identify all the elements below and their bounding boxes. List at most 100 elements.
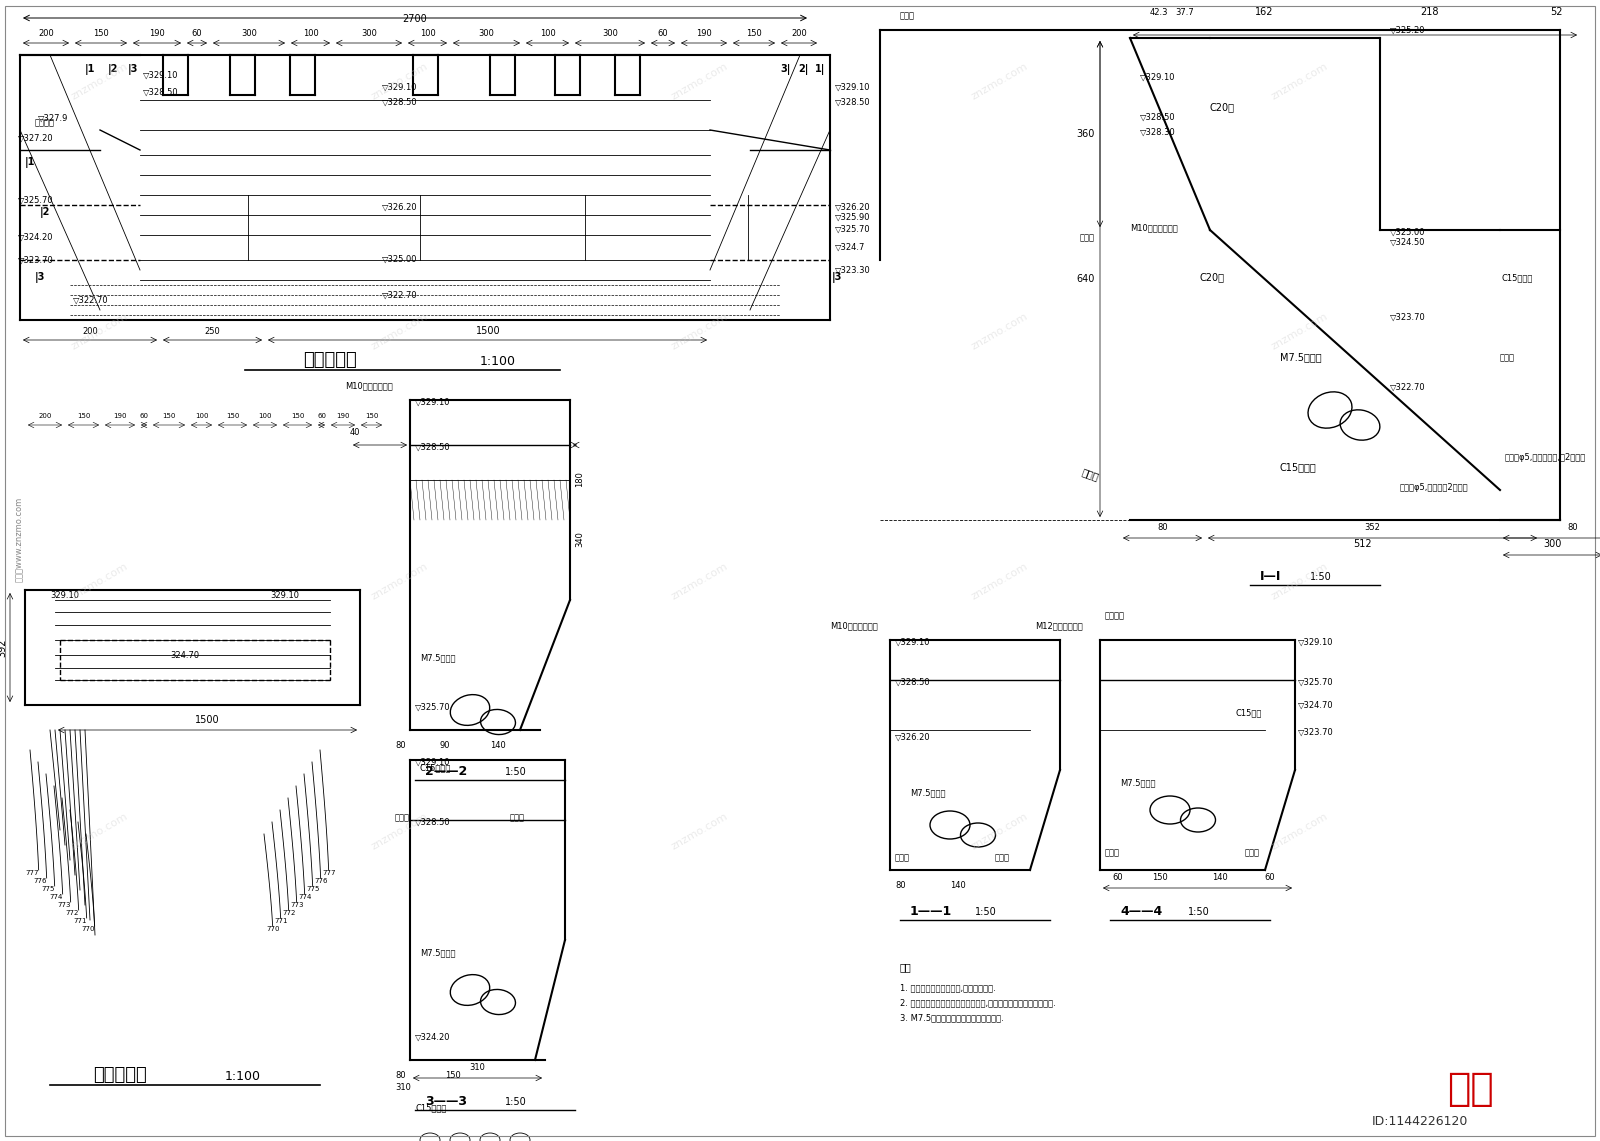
- Text: 218: 218: [1421, 7, 1438, 17]
- Text: 772: 772: [66, 911, 78, 916]
- Text: 200: 200: [38, 29, 54, 38]
- Text: 772: 772: [282, 911, 296, 916]
- Text: 100: 100: [419, 29, 435, 38]
- Text: ▽325.90: ▽325.90: [835, 213, 870, 222]
- Text: 100: 100: [302, 29, 318, 38]
- Text: 开挖线: 开挖线: [1080, 467, 1099, 482]
- Text: 180: 180: [574, 471, 584, 487]
- Text: |1: |1: [85, 64, 96, 75]
- Text: 60: 60: [317, 413, 326, 419]
- Text: 3. M7.5浆砌石外观面须用砂浆勾缝处理.: 3. M7.5浆砌石外观面须用砂浆勾缝处理.: [899, 1013, 1003, 1022]
- Text: znzmo.com: znzmo.com: [70, 561, 130, 602]
- Text: 150: 150: [445, 1071, 461, 1081]
- Text: 1500: 1500: [195, 715, 219, 725]
- Text: I—I: I—I: [1261, 570, 1282, 583]
- Text: 开挖线: 开挖线: [894, 853, 910, 861]
- Text: C15砼垫: C15砼垫: [1235, 709, 1261, 717]
- Text: 1:50: 1:50: [1187, 907, 1210, 917]
- Text: 777: 777: [26, 869, 38, 876]
- Text: ▽325.20: ▽325.20: [1390, 26, 1426, 35]
- Text: ▽325.70: ▽325.70: [1298, 678, 1334, 687]
- Text: znzmo.com: znzmo.com: [1270, 62, 1330, 102]
- Text: 329.10: 329.10: [50, 591, 78, 600]
- Text: M7.5浆砌石: M7.5浆砌石: [419, 653, 456, 662]
- Text: ▽329.10: ▽329.10: [382, 83, 418, 92]
- Text: 开挖线: 开挖线: [995, 853, 1010, 861]
- Text: znzmo.com: znzmo.com: [1270, 811, 1330, 852]
- Text: 80: 80: [395, 1071, 406, 1081]
- Text: 注：: 注：: [899, 962, 912, 972]
- Text: M10水泥砂浆抹面: M10水泥砂浆抹面: [1130, 222, 1178, 232]
- Text: 329.10: 329.10: [270, 591, 299, 600]
- Text: znzmo.com: znzmo.com: [670, 311, 730, 353]
- Text: ▽329.10: ▽329.10: [142, 71, 179, 80]
- Text: 190: 190: [149, 29, 165, 38]
- Text: znzmo.com: znzmo.com: [1270, 311, 1330, 353]
- Text: 360: 360: [1077, 129, 1094, 139]
- Text: 150: 150: [162, 413, 176, 419]
- Text: ▽327.9: ▽327.9: [38, 113, 69, 122]
- Text: 773: 773: [58, 903, 70, 908]
- Text: ▽324.70: ▽324.70: [1298, 701, 1334, 710]
- Text: znzmo.com: znzmo.com: [70, 811, 130, 852]
- Text: 352: 352: [1365, 523, 1381, 532]
- Text: 开挖线: 开挖线: [395, 814, 410, 822]
- Text: ▽329.10: ▽329.10: [414, 398, 451, 407]
- Text: 1|: 1|: [814, 64, 826, 75]
- Text: 200: 200: [38, 413, 51, 419]
- Text: ID:1144226120: ID:1144226120: [1371, 1115, 1469, 1128]
- Text: ▽324.7: ▽324.7: [835, 243, 866, 252]
- Text: 52: 52: [1550, 7, 1563, 17]
- Text: ▽329.10: ▽329.10: [1139, 73, 1176, 82]
- Text: 原地面线: 原地面线: [1106, 610, 1125, 620]
- Text: 100: 100: [195, 413, 208, 419]
- Text: 300: 300: [242, 29, 258, 38]
- Text: 知末: 知末: [1446, 1070, 1493, 1108]
- Text: znzmo.com: znzmo.com: [970, 62, 1030, 102]
- Text: ▽322.70: ▽322.70: [1390, 383, 1426, 393]
- Text: |2: |2: [40, 207, 50, 218]
- Text: ▽328.50: ▽328.50: [382, 98, 418, 107]
- Text: znzmo.com: znzmo.com: [70, 62, 130, 102]
- Text: 开挖线: 开挖线: [510, 814, 525, 822]
- Text: ▽323.70: ▽323.70: [1298, 728, 1334, 737]
- Text: znzmo.com: znzmo.com: [670, 62, 730, 102]
- Text: 770: 770: [82, 926, 94, 932]
- Text: M10水泥砂浆抹面: M10水泥砂浆抹面: [346, 381, 392, 390]
- Text: 100: 100: [258, 413, 272, 419]
- Text: 60: 60: [658, 29, 669, 38]
- Text: ▽324.20: ▽324.20: [18, 233, 53, 242]
- Text: ▽328.50: ▽328.50: [414, 818, 451, 827]
- Text: 80: 80: [894, 881, 906, 890]
- Text: ▽324.20: ▽324.20: [414, 1033, 451, 1042]
- Text: 777: 777: [322, 869, 336, 876]
- Text: 200: 200: [790, 29, 806, 38]
- Text: M7.5浆砌石: M7.5浆砌石: [1120, 778, 1155, 787]
- Text: 开挖线: 开挖线: [1106, 848, 1120, 857]
- Text: znzmo.com: znzmo.com: [670, 811, 730, 852]
- Text: 340: 340: [574, 531, 584, 547]
- Text: |2: |2: [109, 64, 118, 75]
- Text: znzmo.com: znzmo.com: [970, 311, 1030, 353]
- Text: 开挖线: 开挖线: [1080, 233, 1094, 242]
- Text: 80: 80: [1566, 523, 1578, 532]
- Text: ▽329.10: ▽329.10: [894, 638, 931, 647]
- Text: ▽322.70: ▽322.70: [74, 296, 109, 305]
- Text: 平面布置图: 平面布置图: [93, 1066, 147, 1084]
- Text: 1:50: 1:50: [974, 907, 997, 917]
- Text: 392: 392: [0, 638, 6, 657]
- Text: 37.7: 37.7: [1174, 8, 1194, 17]
- Text: 1:50: 1:50: [506, 767, 526, 777]
- Text: ▽322.70: ▽322.70: [382, 291, 418, 300]
- Text: 162: 162: [1254, 7, 1274, 17]
- Text: ▽328.50: ▽328.50: [142, 88, 179, 97]
- Text: 776: 776: [34, 879, 46, 884]
- Text: 310: 310: [469, 1063, 485, 1073]
- Text: 90: 90: [440, 741, 451, 750]
- Text: znzmo.com: znzmo.com: [370, 62, 430, 102]
- Text: 512: 512: [1354, 539, 1371, 549]
- Text: C15毛石砼: C15毛石砼: [1280, 462, 1317, 472]
- Text: 771: 771: [74, 919, 86, 924]
- Text: 2|: 2|: [798, 64, 808, 75]
- Text: |3: |3: [832, 272, 842, 283]
